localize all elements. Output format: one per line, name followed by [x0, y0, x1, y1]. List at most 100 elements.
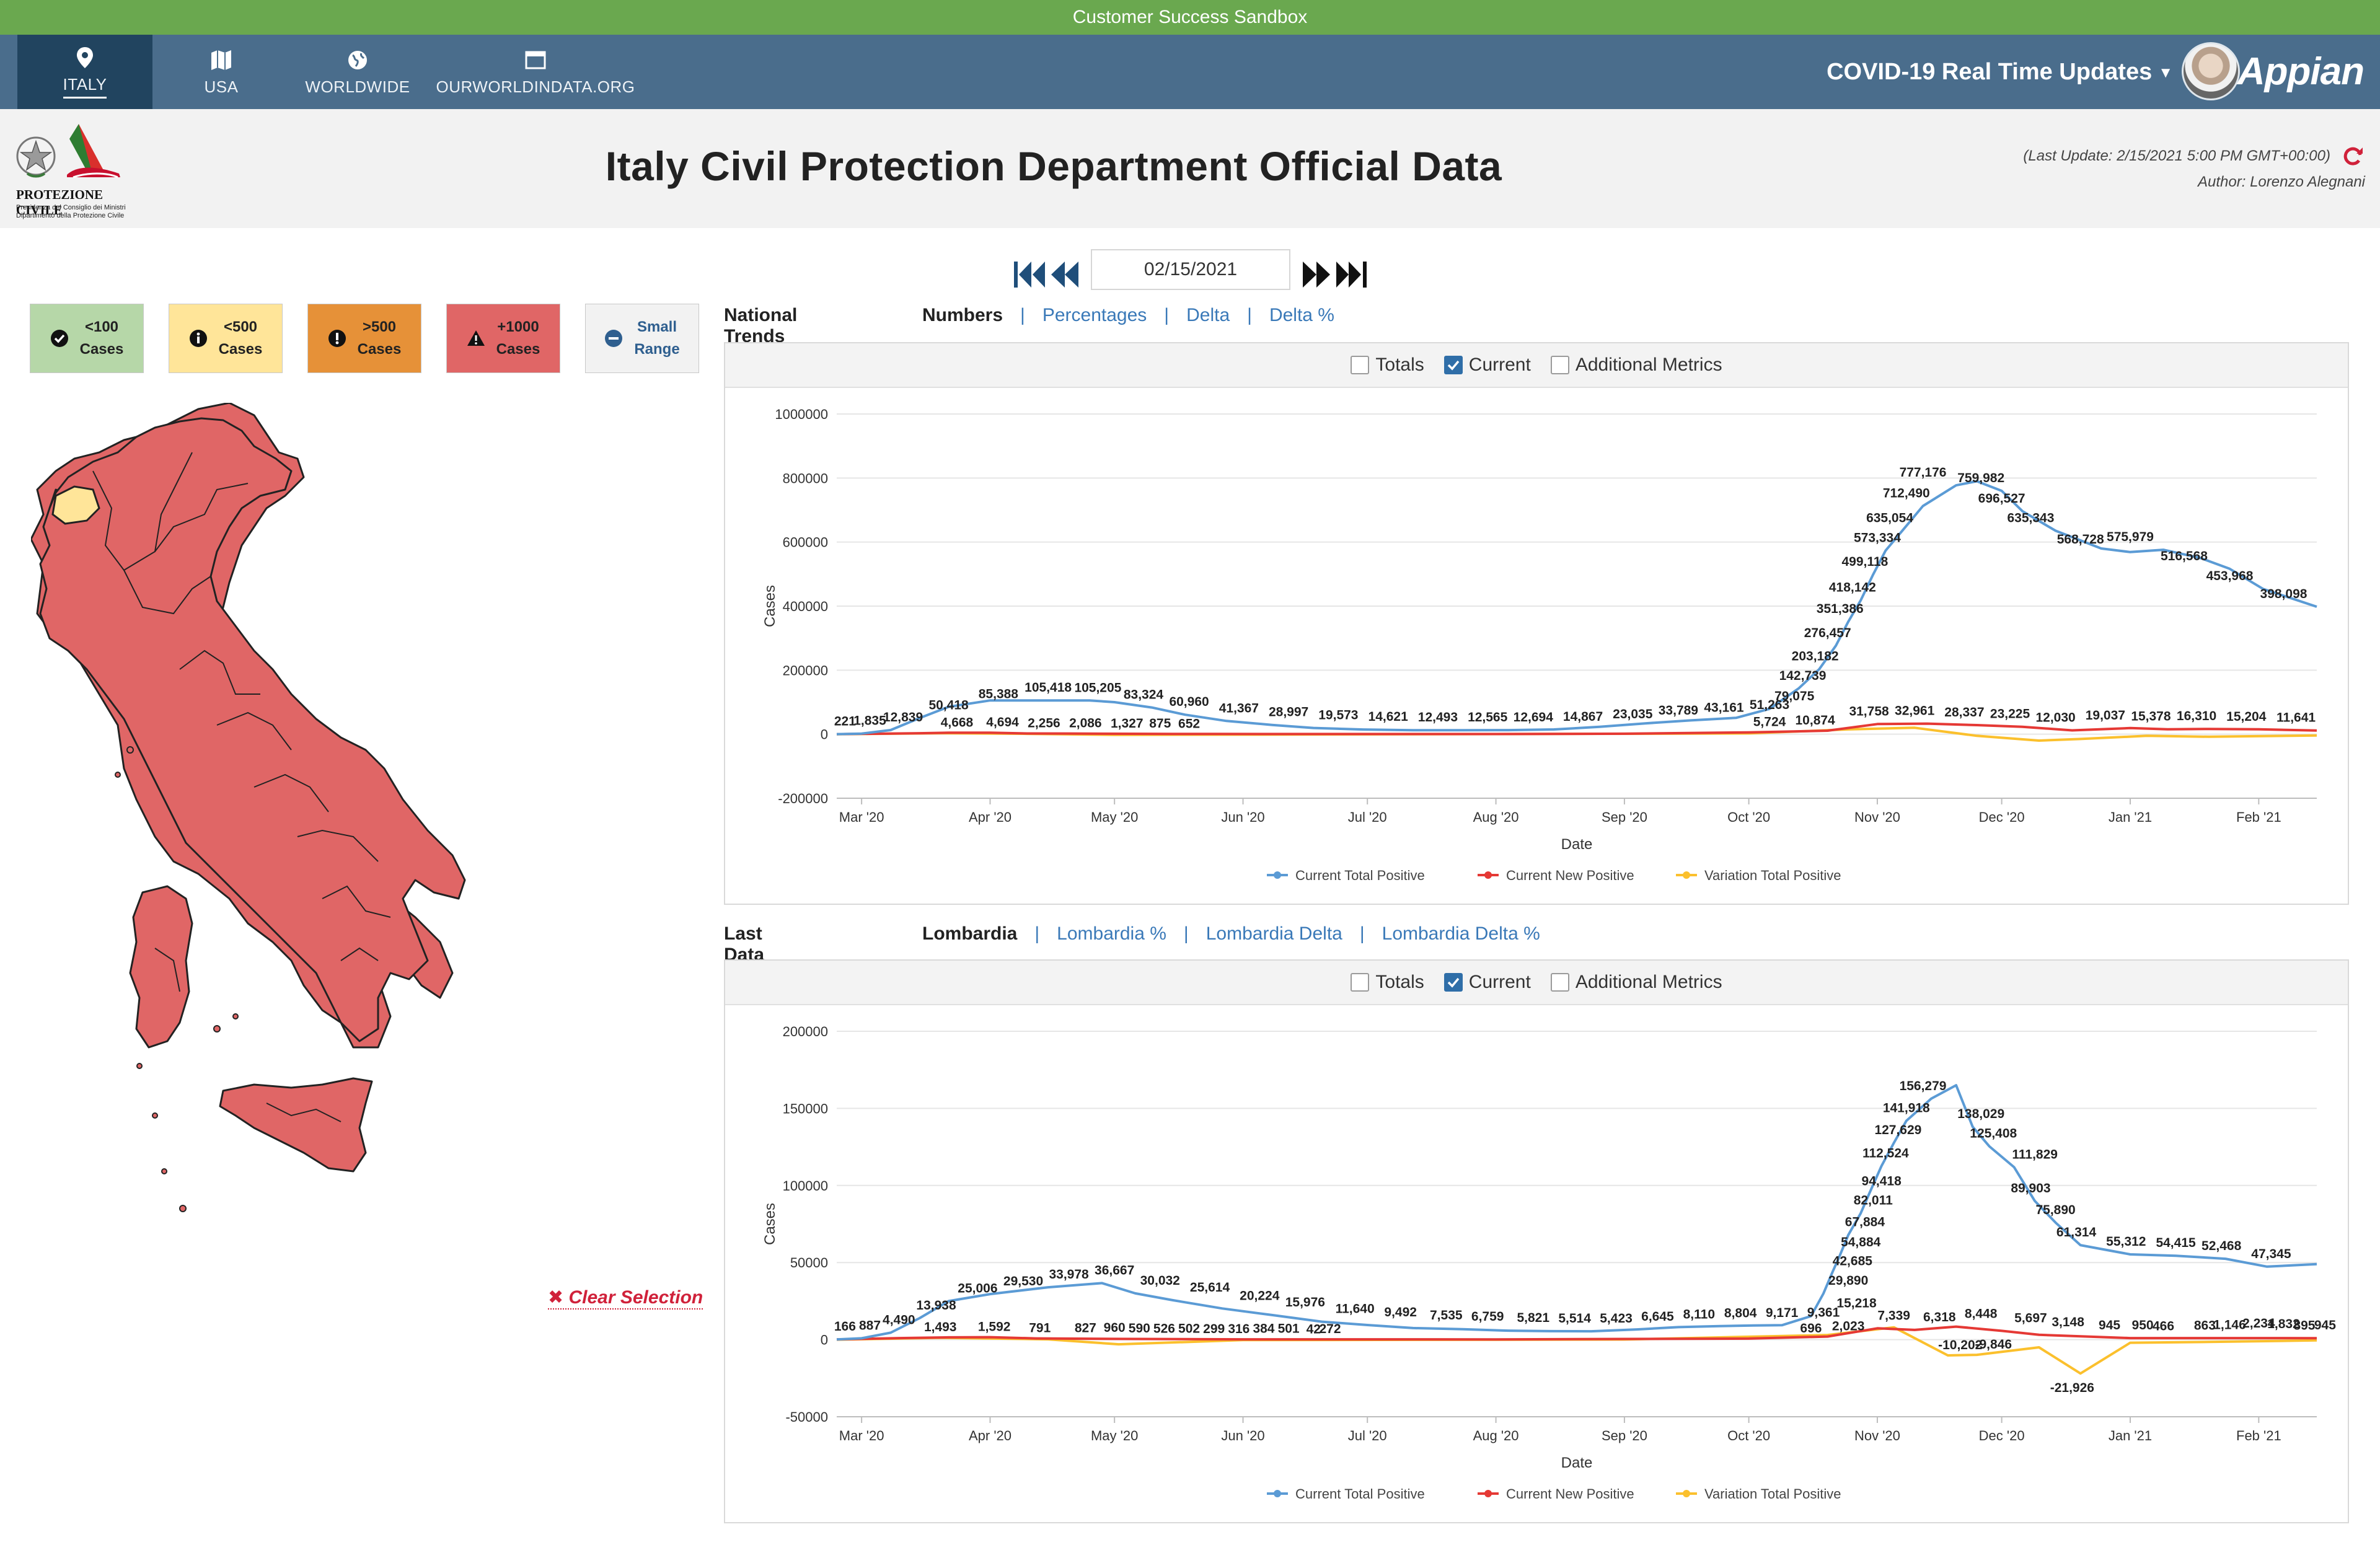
data-label: 3,148	[2052, 1315, 2084, 1329]
x-tick-label: Mar '20	[839, 809, 884, 825]
tab-ourworldindata[interactable]: OURWORLDINDATA.ORG	[436, 35, 635, 109]
current-checkbox[interactable]: Current	[1443, 972, 1531, 993]
protezione-civile-logo: PROTEZIONE CIVILE Presidenza del Consigl…	[14, 120, 150, 219]
previous-date-button[interactable]	[1050, 259, 1080, 290]
x-tick-label: May '20	[1091, 1428, 1138, 1443]
clear-selection-button[interactable]: ✖ Clear Selection	[548, 1287, 703, 1310]
emblem-icon	[16, 124, 120, 178]
environment-banner: Customer Success Sandbox	[0, 0, 2380, 35]
data-label: 23,225	[1990, 707, 2030, 721]
tab-lombardia-delta-percent[interactable]: Lombardia Delta %	[1382, 923, 1540, 944]
data-label: 14,621	[1368, 710, 1409, 724]
data-label: 12,565	[1468, 710, 1508, 724]
data-label: 1,592	[978, 1320, 1011, 1334]
x-tick-label: Apr '20	[969, 809, 1011, 825]
logo-subtitle-line1: Presidenza del Consiglio dei Ministri	[16, 204, 126, 211]
tab-lombardia-percent[interactable]: Lombardia %	[1057, 923, 1166, 944]
tab-percentages[interactable]: Percentages	[1042, 305, 1147, 325]
data-label: 418,142	[1829, 581, 1876, 595]
data-label: -9,846	[1975, 1337, 2012, 1352]
legend-over-1000-button[interactable]: +1000 Cases	[446, 304, 560, 373]
data-label: 127,629	[1874, 1123, 1921, 1137]
data-label: 141,918	[1883, 1101, 1930, 1116]
data-label: 42	[1307, 1322, 1321, 1336]
checkbox-box	[1443, 973, 1463, 992]
data-label: 111,829	[2012, 1147, 2058, 1161]
first-date-button[interactable]	[1013, 259, 1046, 290]
national-trends-tabs: Numbers | Percentages | Delta | Delta %	[922, 305, 1334, 326]
y-tick-label: 0	[821, 1332, 828, 1348]
legend-under-500-button[interactable]: <500 Cases	[169, 304, 283, 373]
data-label: 12,839	[883, 710, 923, 724]
data-label: 82,011	[1854, 1194, 1893, 1208]
data-label: 696	[1800, 1321, 1822, 1336]
data-label: 945	[2099, 1318, 2120, 1332]
totals-checkbox[interactable]: Totals	[1351, 972, 1424, 993]
last-date-button[interactable]	[1335, 259, 1368, 290]
data-label: 10,874	[1796, 713, 1836, 728]
data-label: 526	[1153, 1321, 1175, 1336]
additional-metrics-checkbox[interactable]: Additional Metrics	[1550, 354, 1722, 376]
map-region-boot	[39, 417, 466, 1042]
avatar[interactable]	[2182, 42, 2240, 100]
x-axis-title: Date	[1561, 836, 1593, 853]
legend-marker	[1683, 871, 1690, 879]
tab-worldwide[interactable]: WORLDWIDE	[290, 35, 425, 109]
data-label: 960	[1104, 1321, 1126, 1335]
x-tick-label: Aug '20	[1473, 1428, 1519, 1443]
refresh-icon[interactable]	[2340, 144, 2365, 169]
location-pin-icon	[77, 47, 93, 68]
tab-delta[interactable]: Delta	[1186, 305, 1230, 325]
data-label: 575,979	[2107, 530, 2154, 544]
legend-under-100-button[interactable]: <100 Cases	[30, 304, 144, 373]
data-label: 777,176	[1900, 465, 1947, 480]
lombardia-chart[interactable]: -50000 0 50000 100000 150000 200000 Mar '20 Apr…	[725, 1006, 2348, 1522]
tab-usa[interactable]: USA	[154, 35, 289, 109]
tab-delta-percent[interactable]: Delta %	[1269, 305, 1334, 325]
data-label: 60,960	[1169, 695, 1209, 709]
additional-metrics-checkbox[interactable]: Additional Metrics	[1550, 972, 1722, 993]
x-tick-label: Jan '21	[2109, 809, 2152, 825]
y-tick-label: 600000	[783, 535, 828, 550]
data-label: 568,728	[2057, 532, 2104, 547]
y-tick-label: 50000	[790, 1255, 828, 1270]
legend-label-line2: Cases	[79, 341, 124, 358]
date-input[interactable]: 02/15/2021	[1091, 249, 1290, 290]
legend-marker	[1484, 871, 1492, 879]
data-label: 33,789	[1659, 703, 1698, 718]
top-navigation: ITALY USA WORLDWIDE OURWORLDINDATA.ORG C…	[0, 35, 2380, 109]
data-label: 20,224	[1240, 1288, 1280, 1303]
tab-lombardia[interactable]: Lombardia	[922, 923, 1018, 944]
additional-metrics-checkbox-label: Additional Metrics	[1575, 972, 1722, 992]
italy-regions-map[interactable]	[31, 403, 477, 1270]
checkbox-box	[1443, 356, 1463, 374]
data-label: 16,310	[2177, 709, 2216, 723]
legend-marker	[1484, 1490, 1492, 1497]
legend-label-line2: Cases	[218, 341, 263, 358]
x-tick-label: Feb '21	[2236, 1428, 2281, 1443]
next-date-button[interactable]	[1302, 259, 1331, 290]
totals-checkbox[interactable]: Totals	[1351, 354, 1424, 376]
tab-numbers[interactable]: Numbers	[922, 305, 1003, 325]
data-label: 61,314	[2056, 1225, 2097, 1239]
tab-italy[interactable]: ITALY	[17, 35, 152, 109]
last-update: (Last Update: 2/15/2021 5:00 PM GMT+00:0…	[2023, 147, 2330, 164]
data-label: 712,490	[1883, 487, 1930, 501]
current-checkbox[interactable]: Current	[1443, 354, 1531, 376]
legend-label: Current New Positive	[1506, 868, 1634, 883]
legend-over-500-button[interactable]: >500 Cases	[307, 304, 421, 373]
data-label: 125,408	[1970, 1127, 2017, 1141]
app-menu[interactable]: COVID-19 Real Time Updates ▼	[1827, 35, 2173, 109]
legend-label: Current Total Positive	[1295, 1486, 1425, 1502]
data-label: 54,415	[2156, 1236, 2196, 1250]
legend-small-range-button[interactable]: Small Range	[585, 304, 699, 373]
legend-marker	[1274, 1490, 1281, 1497]
map-small-islands	[115, 746, 239, 1212]
data-label: 276,457	[1804, 626, 1851, 640]
data-label: 36,667	[1095, 1263, 1134, 1277]
checkbox-box	[1550, 356, 1569, 374]
legend-label: Current Total Positive	[1295, 868, 1425, 883]
chevron-down-icon: ▼	[2158, 64, 2173, 81]
tab-lombardia-delta[interactable]: Lombardia Delta	[1205, 923, 1342, 944]
national-trends-chart[interactable]: -200000 0 200000 400000 600000 800000 1000000 M…	[725, 389, 2348, 904]
